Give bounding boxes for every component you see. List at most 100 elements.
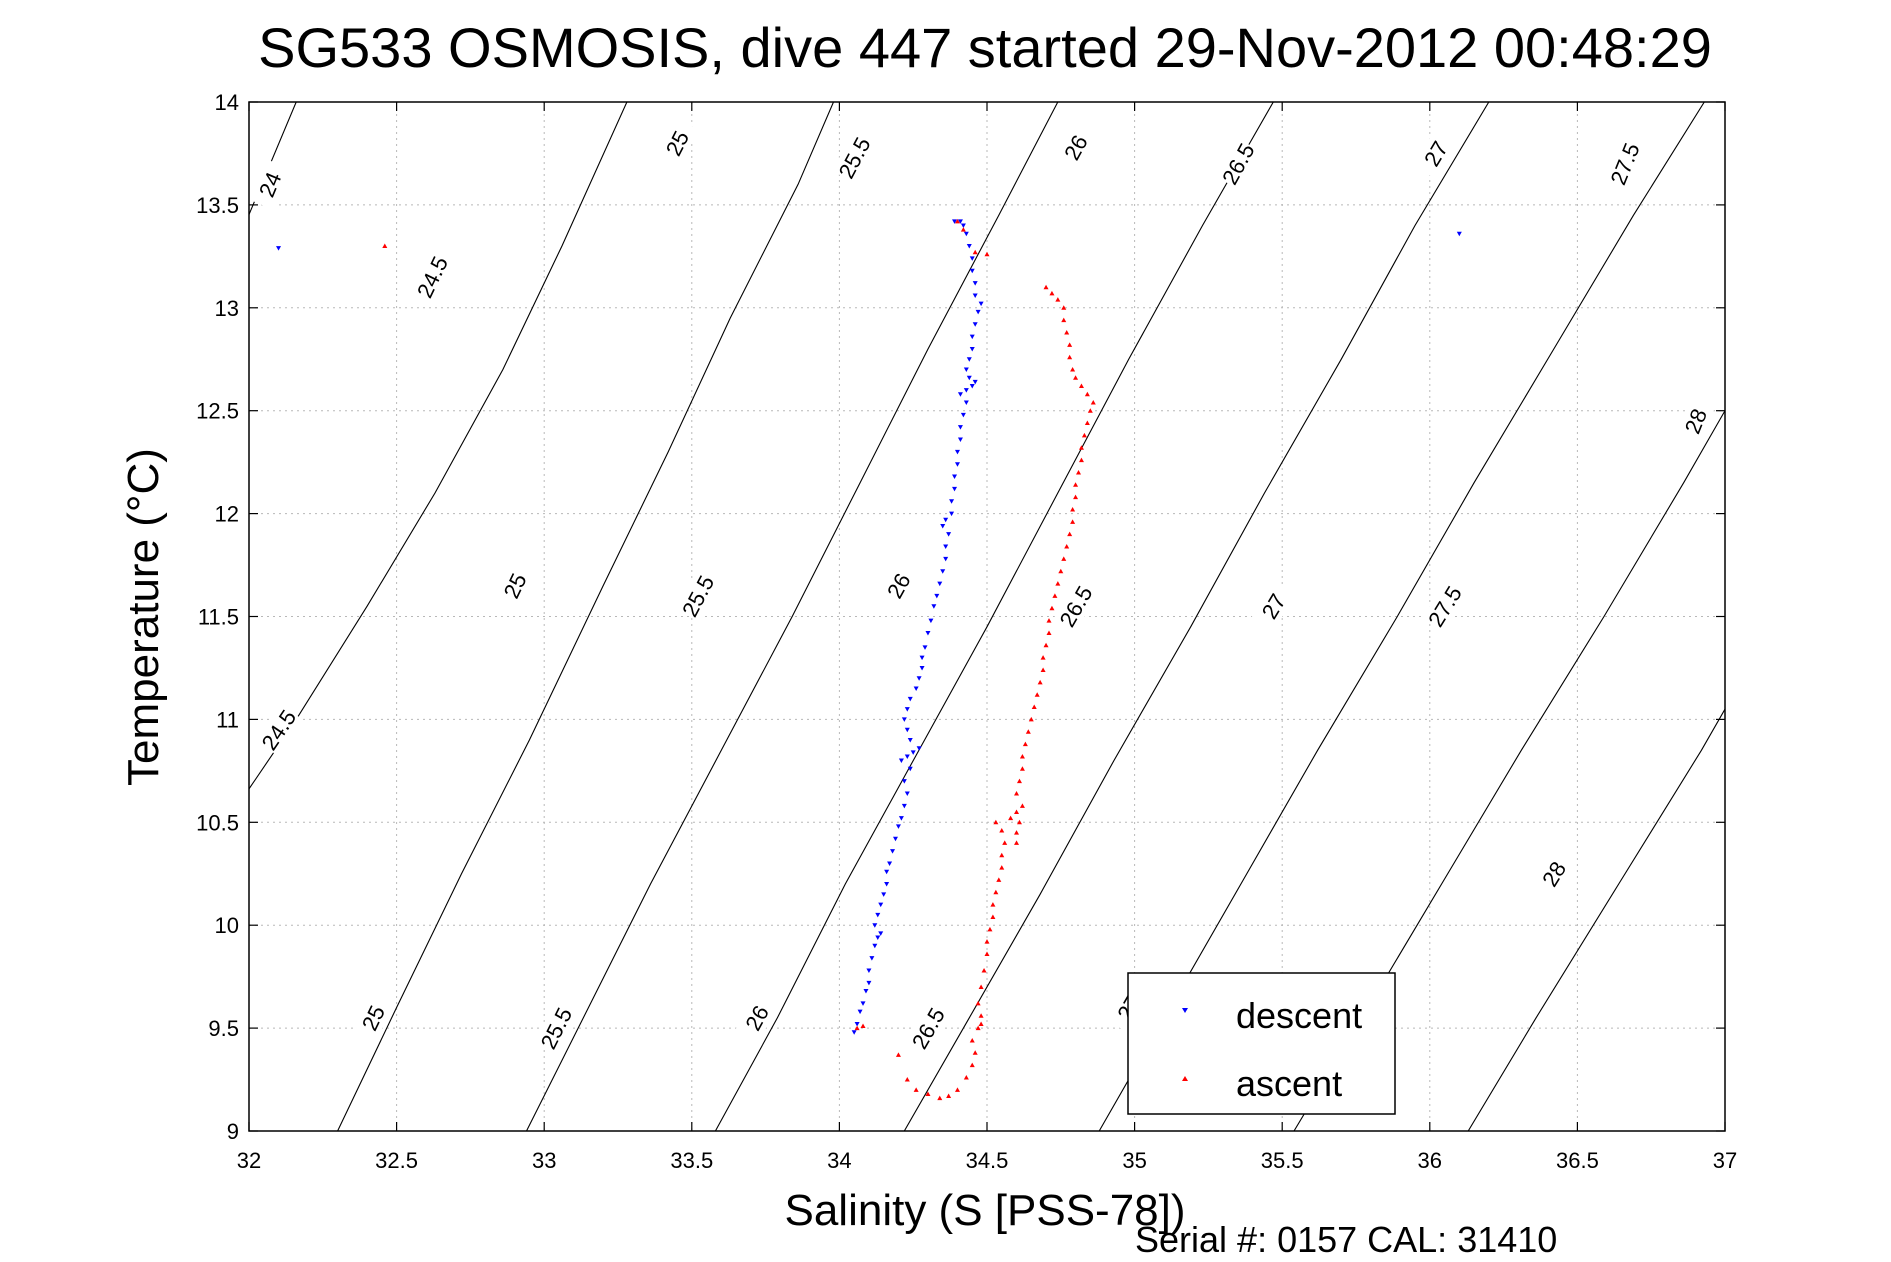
contour-label-bg	[1531, 848, 1577, 900]
descent-point	[957, 425, 963, 430]
descent-point	[881, 892, 887, 897]
x-tick-label: 37	[1713, 1148, 1737, 1173]
ascent-point	[1014, 809, 1020, 815]
descent-point	[875, 912, 881, 918]
x-tick-label: 34.5	[966, 1148, 1009, 1173]
ascent-point	[960, 227, 966, 232]
ascent-point	[1078, 457, 1084, 463]
ascent-point	[954, 218, 960, 224]
x-tick-label: 36.5	[1556, 1148, 1599, 1173]
descent-point	[969, 256, 975, 261]
descent-point	[975, 309, 981, 315]
ascent-point	[993, 889, 999, 895]
ascent-point	[972, 1050, 978, 1055]
ascent-point	[1073, 375, 1079, 380]
x-tick-label: 35.5	[1261, 1148, 1304, 1173]
ascent-point	[1084, 420, 1090, 426]
descent-point	[957, 392, 963, 397]
descent-point	[972, 293, 978, 298]
ascent-point	[975, 1025, 981, 1031]
ascent-point	[978, 1013, 984, 1018]
contour-label: 27.5	[1606, 139, 1645, 188]
contour-label-bg	[1215, 138, 1260, 190]
ascent-point	[1090, 399, 1096, 405]
contour-sigma-27-5: 27.527.5	[1293, 138, 1725, 1131]
descent-point	[872, 923, 878, 928]
series-ascent	[382, 218, 1096, 1101]
contour-line	[249, 102, 628, 790]
ascent-point	[975, 1000, 981, 1006]
x-tick-label: 33.5	[670, 1148, 713, 1173]
descent-point	[916, 746, 922, 751]
contour-line	[1467, 707, 1725, 1131]
ascent-point	[1055, 581, 1061, 586]
descent-point	[904, 754, 910, 759]
ascent-point	[1019, 766, 1025, 771]
contour-label: 26.5	[1055, 582, 1098, 632]
ascent-point	[1046, 630, 1052, 635]
ascent-point	[1025, 729, 1031, 734]
legend: descent ascent	[1127, 972, 1396, 1115]
ascent-point	[925, 1091, 931, 1096]
ascent-point	[1049, 290, 1055, 296]
ascent-point	[1087, 408, 1093, 413]
descent-point	[892, 836, 898, 842]
descent-point	[952, 219, 958, 224]
ascent-point	[1040, 655, 1046, 660]
ascent-point	[382, 243, 388, 249]
ascent-point	[1067, 342, 1073, 347]
ascent-point	[1014, 830, 1020, 835]
y-tick-label: 12	[215, 502, 239, 527]
ascent-point	[1008, 815, 1014, 821]
contour-label-bg	[1604, 138, 1645, 189]
y-tick-label: 13	[215, 296, 239, 321]
ascent-point	[1052, 593, 1058, 598]
ascent-point	[990, 902, 996, 907]
descent-point	[884, 869, 890, 875]
ascent-point	[1064, 544, 1070, 549]
ascent-point	[981, 967, 987, 973]
ascent-point	[1061, 556, 1067, 561]
ascent-point	[1022, 741, 1028, 747]
ascent-point	[1058, 568, 1064, 574]
y-tick-label: 12.5	[196, 399, 239, 424]
ascent-point	[1014, 840, 1020, 845]
descent-point	[949, 511, 955, 517]
y-tick-label: 9.5	[208, 1016, 239, 1041]
contour-label-bg	[1250, 580, 1296, 632]
contour-label-bg	[655, 117, 699, 169]
contour-label-bg	[410, 251, 454, 303]
descent-point	[863, 989, 869, 994]
ascent-point	[1078, 445, 1084, 450]
descent-point	[957, 437, 963, 443]
descent-point	[884, 882, 890, 887]
ascent-point	[969, 1037, 975, 1043]
x-tick-label: 33	[532, 1148, 556, 1173]
ascent-point	[1002, 840, 1008, 845]
ascent-point	[1043, 284, 1049, 290]
ascent-point	[990, 914, 996, 919]
descent-point	[866, 980, 872, 986]
ascent-point	[1064, 329, 1070, 335]
contour-line	[526, 102, 1059, 1131]
ascent-point	[860, 1023, 866, 1029]
contour-label-bg	[534, 1002, 578, 1054]
ascent-point	[1055, 297, 1061, 302]
descent-point	[860, 1001, 866, 1006]
ascent-point	[1028, 716, 1034, 722]
ascent-point	[1037, 679, 1043, 685]
contour-label-bg	[876, 560, 921, 612]
ascent-point	[1040, 667, 1046, 673]
contour-label-bg	[1675, 395, 1716, 447]
ascent-point	[1019, 803, 1025, 808]
descent-point	[904, 791, 910, 796]
axis-ticks: 32 32.5 33 33.5 34 34.5 35 35.5 36 36.5 37 9 9.5 10 10…	[196, 90, 1737, 1173]
descent-point	[943, 544, 949, 550]
descent-point	[963, 400, 969, 405]
contour-label-bg	[351, 992, 395, 1044]
ascent-point	[996, 877, 1002, 882]
ascent-point	[1014, 790, 1020, 796]
legend-ascent-marker	[1182, 1076, 1188, 1081]
descent-point	[931, 604, 937, 609]
